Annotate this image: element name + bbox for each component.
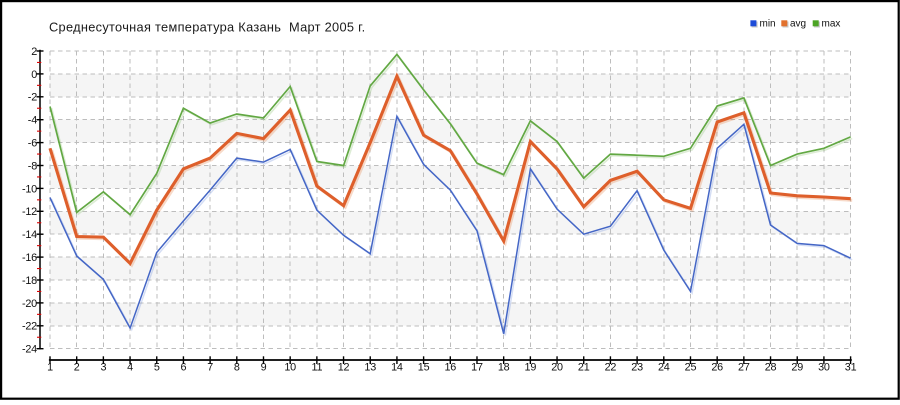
- svg-text:3: 3: [100, 362, 106, 374]
- svg-text:-8: -8: [28, 160, 37, 172]
- svg-text:26: 26: [711, 362, 723, 374]
- svg-text:30: 30: [818, 362, 830, 374]
- svg-text:7: 7: [207, 362, 213, 374]
- svg-text:17: 17: [471, 362, 483, 374]
- svg-text:18: 18: [498, 362, 510, 374]
- svg-text:10: 10: [284, 362, 296, 374]
- svg-text:16: 16: [444, 362, 456, 374]
- svg-text:min: min: [760, 19, 776, 30]
- svg-text:6: 6: [181, 362, 187, 374]
- svg-text:2: 2: [74, 362, 80, 374]
- svg-text:9: 9: [261, 362, 267, 374]
- svg-text:22: 22: [605, 362, 617, 374]
- svg-text:2: 2: [31, 46, 37, 58]
- svg-text:0: 0: [31, 69, 37, 81]
- svg-text:-2: -2: [28, 92, 37, 104]
- svg-text:-18: -18: [22, 275, 37, 287]
- svg-text:24: 24: [658, 362, 670, 374]
- svg-text:-14: -14: [22, 229, 37, 241]
- svg-text:15: 15: [418, 362, 430, 374]
- svg-text:11: 11: [311, 362, 322, 374]
- svg-text:21: 21: [578, 362, 590, 374]
- svg-text:25: 25: [685, 362, 697, 374]
- svg-text:20: 20: [551, 362, 563, 374]
- svg-text:-24: -24: [22, 344, 37, 356]
- svg-text:28: 28: [765, 362, 777, 374]
- svg-text:1: 1: [47, 362, 53, 374]
- svg-text:-6: -6: [28, 138, 37, 150]
- svg-text:max: max: [822, 19, 841, 30]
- svg-text:12: 12: [338, 362, 350, 374]
- svg-text:-4: -4: [28, 115, 37, 127]
- svg-text:29: 29: [791, 362, 803, 374]
- svg-text:8: 8: [234, 362, 240, 374]
- svg-text:19: 19: [525, 362, 537, 374]
- svg-text:-20: -20: [22, 298, 37, 310]
- svg-text:13: 13: [364, 362, 376, 374]
- svg-text:23: 23: [631, 362, 643, 374]
- svg-text:-12: -12: [22, 206, 37, 218]
- svg-text:14: 14: [391, 362, 403, 374]
- svg-text:-10: -10: [22, 183, 37, 195]
- svg-text:avg: avg: [790, 19, 806, 30]
- svg-text:-16: -16: [22, 252, 37, 264]
- svg-text:-22: -22: [22, 321, 37, 333]
- svg-text:5: 5: [154, 362, 160, 374]
- svg-text:27: 27: [738, 362, 750, 374]
- svg-text:Среднесуточная температура Каз: Среднесуточная температура Казань Март 2…: [49, 19, 365, 34]
- svg-text:31: 31: [845, 362, 857, 374]
- svg-text:4: 4: [127, 362, 133, 374]
